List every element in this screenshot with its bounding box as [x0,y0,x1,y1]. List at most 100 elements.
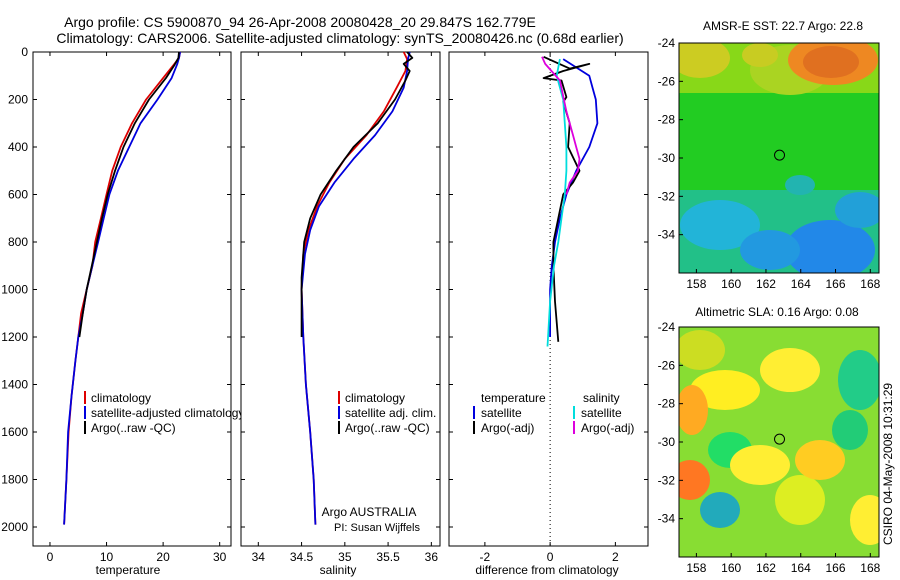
sla-patch [679,385,708,435]
x-tick-label: 35 [338,550,352,564]
x-tick-label: 10 [100,550,114,564]
sst-patch [742,43,778,67]
legend-label-climatology: climatology [345,391,405,405]
map-y-tick-label: -28 [658,397,676,411]
sla-map: Altimetric SLA: 0.16 Argo: 0.08 158 160 16… [658,305,881,575]
x-tick-label: 34 [252,550,266,564]
argo-program-annotation: Argo AUSTRALIA [322,505,417,519]
sla-patch [679,330,725,370]
sla-patch [775,475,825,525]
figure-title-line2: Climatology: CARS2006. Satellite-adjuste… [56,30,623,46]
legend-label-temp-argo: Argo(-adj) [481,421,534,435]
difference-series-lines [541,55,599,347]
sla-map-ticks: 158 160 162 164 166 168 -24 -26 -28 -30 -32 -34 [658,320,881,575]
map-y-tick-label: -34 [658,512,676,526]
sla-field [679,327,879,557]
legend-header-temperature: temperature [481,391,546,405]
temperature-series-lines [63,51,181,525]
series-line-temperature-satellite [549,58,599,337]
difference-panel: -2 0 2 difference from climatology tempera… [448,51,649,577]
map-y-tick-label: -30 [658,151,676,165]
sst-patch [835,192,879,228]
sla-patch [690,370,760,410]
map-x-tick-label: 158 [686,277,706,291]
map-x-tick-label: 168 [860,277,880,291]
y-tick-label: 1600 [1,425,28,439]
salinity-xlabel: salinity [320,563,357,577]
x-tick-label: -2 [480,550,491,564]
series-line-salinity-satellite [546,58,568,347]
sst-patch [785,220,875,273]
x-tick-label: 36 [425,550,439,564]
map-x-tick-label: 162 [756,561,776,575]
map-x-tick-label: 166 [826,561,846,575]
y-tick-label: 200 [8,93,28,107]
y-tick-label: 800 [8,235,28,249]
sla-patch [760,348,820,392]
difference-axes-frame [448,51,649,547]
map-y-tick-label: -26 [658,74,676,88]
argo-position-marker [774,433,786,445]
map-y-tick-label: -24 [658,36,676,50]
sst-patch [785,175,815,195]
temperature-xlabel: temperature [96,563,161,577]
legend-label-satellite-adj: satellite adj. clim. [345,406,436,420]
legend-label-argo: Argo(..raw -QC) [91,421,176,435]
difference-xlabel: difference from climatology [475,563,618,577]
series-line-argo-raw-qc- [300,51,414,337]
map-x-tick-label: 160 [721,277,741,291]
x-tick-label: 35.5 [376,550,400,564]
y-tick-label: 0 [21,45,28,59]
legend-label-sal-satellite: satellite [581,406,622,420]
map-x-tick-label: 162 [756,277,776,291]
x-tick-label: 0 [47,550,54,564]
sla-patch [700,492,740,528]
legend-label-sal-argo: Argo(-adj) [581,421,634,435]
sst-field [679,43,879,273]
temperature-panel: 0 10 20 30 0 200 400 600 800 1000 1200 1400 1600 1800… [1,45,244,577]
map-x-tick-label: 164 [791,277,811,291]
sla-patch [730,445,790,485]
difference-legend: temperature salinity satellite Argo(-adj… [473,391,634,435]
series-line-satellite-adjusted-climatology [63,51,181,525]
y-tick-label: 1000 [1,283,28,297]
sst-patch [803,46,859,78]
y-tick-label: 600 [8,188,28,202]
difference-ticks: -2 0 2 [449,51,648,564]
sst-patch [680,200,760,250]
legend-label-temp-satellite: satellite [481,406,522,420]
figure-title-line1: Argo profile: CS 5900870_94 26-Apr-2008 … [64,14,536,30]
map-y-tick-label: -34 [658,228,676,242]
temperature-axes-frame [32,51,232,547]
legend-label-climatology: climatology [91,391,151,405]
salinity-ticks: 34 34.5 35 35.5 36 [241,51,440,564]
map-y-tick-label: -28 [658,113,676,127]
legend-label-satellite-adjusted: satellite-adjusted climatology [91,406,244,420]
temperature-legend: climatology satellite-adjusted climatolo… [84,391,244,435]
map-x-tick-label: 164 [791,561,811,575]
salinity-legend: climatology satellite adj. clim. Argo(..… [338,391,436,435]
map-y-tick-label: -32 [658,189,676,203]
map-y-tick-label: -26 [658,358,676,372]
sst-patch [740,230,800,270]
sst-patch [679,43,730,78]
footer-vertical-text: CSIRO 04-May-2008 10:31:29 [881,383,895,545]
sla-patch [850,495,879,545]
legend-header-salinity: salinity [583,391,620,405]
sla-patch [679,460,710,500]
sst-map: AMSR-E SST: 22.7 Argo: 22.8 158 160 162 164… [658,19,881,291]
x-tick-label: 30 [213,550,227,564]
sla-patch [832,410,868,450]
map-y-tick-label: -30 [658,435,676,449]
sst-map-ticks: 158 160 162 164 166 168 -24 -26 -28 -30 -32 -34 [658,36,881,291]
map-y-tick-label: -24 [658,320,676,334]
map-x-tick-label: 158 [686,561,706,575]
y-tick-label: 400 [8,140,28,154]
x-tick-label: 2 [612,550,619,564]
y-tick-label: 1800 [1,473,28,487]
sla-map-title: Altimetric SLA: 0.16 Argo: 0.08 [695,305,859,319]
argo-position-marker [774,149,786,161]
sla-patch [795,440,845,480]
legend-label-argo: Argo(..raw -QC) [345,421,430,435]
